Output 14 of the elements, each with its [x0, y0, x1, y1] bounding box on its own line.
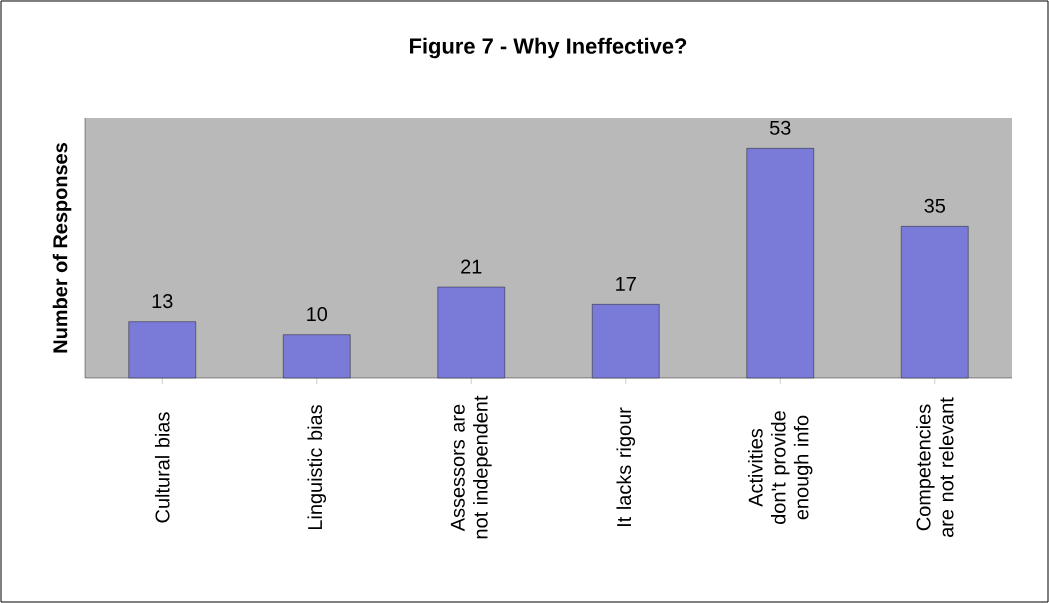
- x-tick-label: It lacks rigour: [616, 407, 636, 527]
- data-label: 10: [307, 307, 328, 322]
- data-label: 13: [152, 294, 173, 309]
- x-tick-label: Competencies are not relevant: [915, 397, 954, 538]
- x-tick-label: Activities don't provide enough info: [748, 411, 813, 524]
- chart-title: Figure 7 - Why Ineffective?: [410, 37, 687, 59]
- data-label: 35: [924, 198, 945, 213]
- data-label: 17: [616, 277, 636, 291]
- data-label: 21: [461, 259, 482, 274]
- x-tick-label: Assessors are not independent: [450, 395, 492, 539]
- x-tick-label: Cultural bias: [154, 412, 170, 523]
- data-label: 53: [769, 120, 791, 135]
- x-tick-label: Linguistic bias: [307, 405, 327, 530]
- y-axis-title: Number of Responses: [52, 143, 72, 353]
